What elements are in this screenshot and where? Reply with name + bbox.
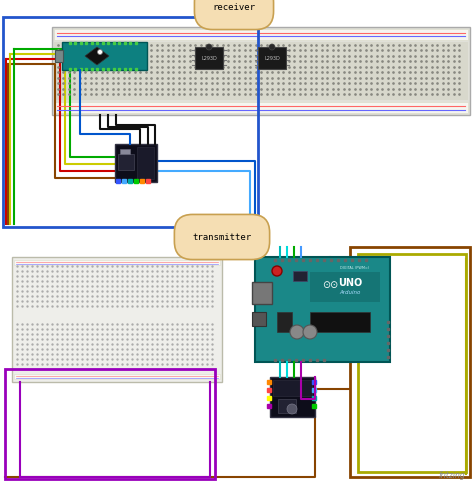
Bar bbox=[12, 258, 222, 382]
Text: DIGITAL (PWM=): DIGITAL (PWM=) bbox=[340, 265, 370, 269]
Bar bbox=[5, 369, 215, 479]
Bar bbox=[350, 247, 470, 477]
Circle shape bbox=[287, 404, 297, 414]
Bar bbox=[252, 283, 272, 305]
Text: ⊙⊙: ⊙⊙ bbox=[322, 280, 338, 289]
Bar bbox=[310, 312, 370, 332]
Bar bbox=[14, 261, 220, 265]
Bar bbox=[273, 380, 312, 396]
Bar bbox=[62, 43, 147, 71]
Bar bbox=[54, 103, 468, 114]
Text: L293D: L293D bbox=[264, 57, 280, 61]
Bar bbox=[195, 48, 223, 70]
Text: UNO: UNO bbox=[338, 278, 362, 287]
Bar bbox=[310, 272, 380, 303]
Circle shape bbox=[290, 325, 304, 339]
Bar bbox=[52, 28, 470, 116]
Text: fritzing: fritzing bbox=[438, 470, 465, 479]
Bar bbox=[258, 48, 286, 70]
Bar bbox=[120, 150, 130, 155]
Circle shape bbox=[303, 325, 317, 339]
Text: L293D: L293D bbox=[201, 57, 217, 61]
Bar bbox=[115, 145, 157, 183]
Bar bbox=[14, 374, 220, 379]
Circle shape bbox=[206, 45, 212, 51]
Circle shape bbox=[272, 266, 282, 276]
Bar bbox=[277, 312, 292, 332]
Text: receiver: receiver bbox=[212, 3, 255, 13]
Bar bbox=[358, 254, 466, 472]
Circle shape bbox=[269, 45, 275, 51]
Polygon shape bbox=[85, 48, 109, 66]
Bar bbox=[278, 399, 296, 413]
Bar bbox=[54, 30, 468, 41]
Text: Arduino: Arduino bbox=[339, 290, 361, 295]
Bar bbox=[55, 51, 63, 63]
Bar bbox=[255, 258, 390, 362]
Bar bbox=[3, 18, 258, 227]
Text: transmitter: transmitter bbox=[192, 233, 252, 242]
Bar bbox=[252, 312, 266, 326]
Bar bbox=[118, 155, 134, 171]
Bar bbox=[137, 148, 154, 180]
Bar bbox=[14, 318, 220, 322]
Bar bbox=[270, 377, 315, 417]
Bar bbox=[54, 42, 468, 101]
Circle shape bbox=[98, 50, 102, 55]
Bar bbox=[293, 271, 307, 282]
